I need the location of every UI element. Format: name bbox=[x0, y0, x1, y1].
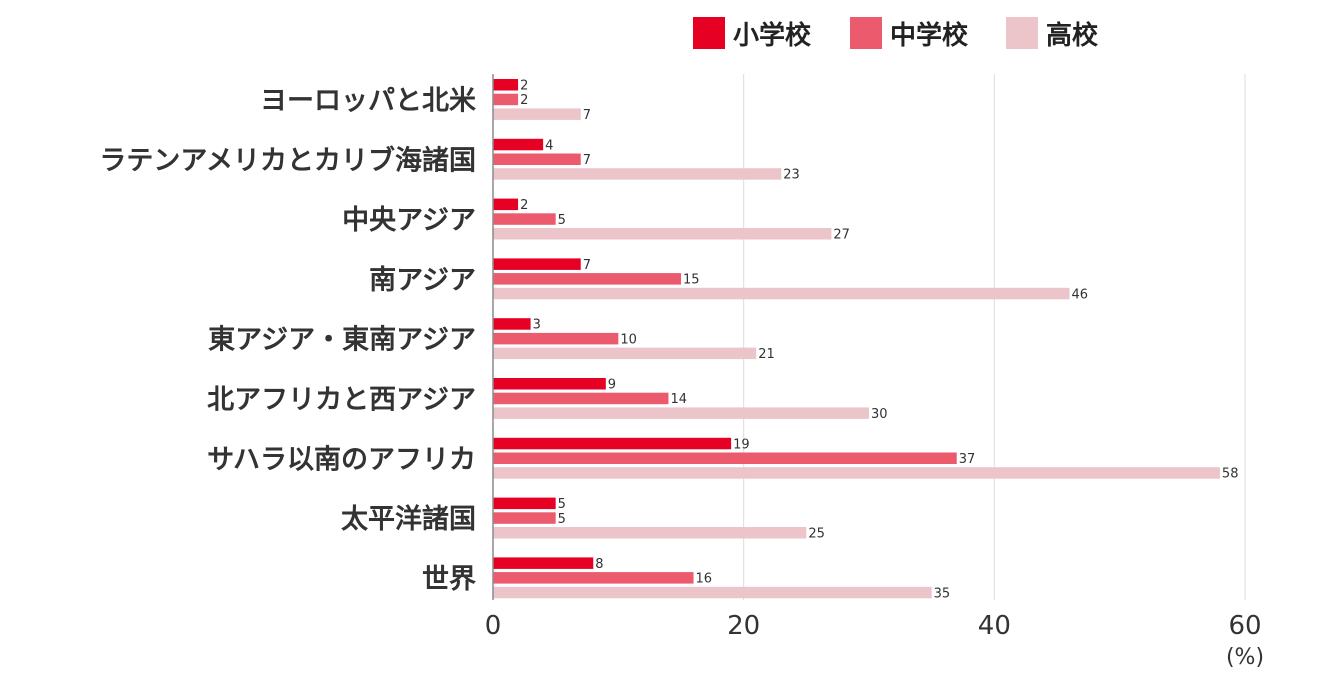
value-label-middle: 14 bbox=[670, 392, 687, 407]
x-tick-label: 0 bbox=[485, 611, 502, 641]
bar-high bbox=[493, 347, 757, 360]
value-label-elementary: 9 bbox=[608, 378, 616, 393]
value-label-elementary: 8 bbox=[595, 557, 603, 572]
value-label-middle: 2 bbox=[520, 93, 528, 108]
x-axis-unit-label: (%) bbox=[1226, 645, 1264, 670]
value-label-elementary: 19 bbox=[733, 437, 750, 452]
bar-elementary bbox=[493, 318, 531, 330]
bar-high bbox=[493, 407, 869, 419]
x-tick-label: 40 bbox=[978, 611, 1011, 641]
legend: 小学校 中学校 高校 bbox=[693, 17, 1099, 51]
legend-item-elementary: 小学校 bbox=[693, 17, 812, 51]
value-label-high: 35 bbox=[934, 586, 951, 601]
bar-middle bbox=[493, 213, 556, 225]
bar-elementary bbox=[493, 437, 732, 450]
value-label-middle: 16 bbox=[696, 572, 713, 587]
bar-elementary bbox=[493, 138, 544, 151]
bar-middle bbox=[493, 273, 681, 285]
bar-high bbox=[493, 108, 581, 120]
bar-high bbox=[493, 586, 932, 599]
legend-swatch-elementary bbox=[693, 17, 725, 49]
category-label: 東アジア・東南アジア bbox=[208, 325, 476, 356]
value-label-high: 25 bbox=[808, 527, 825, 542]
category-label: 南アジア bbox=[369, 265, 476, 296]
value-label-high: 30 bbox=[871, 407, 888, 422]
value-label-elementary: 2 bbox=[520, 79, 528, 94]
bar-middle bbox=[493, 93, 519, 106]
legend-swatch-middle bbox=[850, 17, 882, 49]
value-label-elementary: 4 bbox=[545, 138, 553, 153]
value-label-high: 7 bbox=[583, 108, 591, 123]
value-label-elementary: 3 bbox=[533, 318, 541, 333]
value-label-elementary: 7 bbox=[583, 258, 591, 273]
bar-elementary bbox=[493, 497, 556, 510]
legend-label-high: 高校 bbox=[1046, 20, 1099, 51]
x-tick-label: 60 bbox=[1228, 611, 1261, 641]
value-label-elementary: 2 bbox=[520, 198, 528, 213]
category-label: サハラ以南のアフリカ bbox=[207, 444, 476, 475]
value-label-middle: 15 bbox=[683, 273, 700, 288]
bar-middle bbox=[493, 392, 669, 405]
value-label-elementary: 5 bbox=[558, 497, 566, 512]
value-label-high: 58 bbox=[1222, 467, 1239, 482]
value-label-high: 21 bbox=[758, 347, 775, 362]
category-label: ヨーロッパと北米 bbox=[260, 85, 476, 116]
bar-elementary bbox=[493, 557, 594, 569]
bar-high bbox=[493, 467, 1220, 479]
bar-elementary bbox=[493, 258, 581, 270]
bar-high bbox=[493, 527, 807, 539]
value-label-high: 23 bbox=[783, 168, 800, 183]
value-label-high: 27 bbox=[833, 228, 850, 243]
value-labels: 2427391958275151014375167232746213058253… bbox=[520, 79, 1238, 602]
bar-elementary bbox=[493, 378, 606, 390]
value-label-high: 46 bbox=[1072, 287, 1089, 302]
value-label-middle: 37 bbox=[959, 452, 976, 467]
value-label-middle: 7 bbox=[583, 153, 591, 168]
legend-swatch-high bbox=[1006, 17, 1038, 49]
bar-middle bbox=[493, 153, 581, 165]
legend-item-middle: 中学校 bbox=[850, 17, 969, 51]
bar-high bbox=[493, 287, 1070, 300]
bar-middle bbox=[493, 332, 619, 345]
gridlines bbox=[743, 74, 1246, 600]
bar-middle bbox=[493, 572, 694, 584]
category-label: 太平洋諸国 bbox=[341, 503, 476, 535]
value-label-middle: 5 bbox=[558, 512, 566, 527]
category-label: 世界 bbox=[422, 564, 476, 595]
bar-elementary bbox=[493, 198, 519, 211]
bar-elementary bbox=[493, 79, 519, 91]
bar-middle bbox=[493, 512, 556, 524]
bar-high bbox=[493, 228, 832, 240]
x-axis: (%) 0 20 40 60 bbox=[485, 74, 1264, 670]
bars bbox=[493, 79, 1220, 599]
bar-middle bbox=[493, 452, 957, 464]
bar-high bbox=[493, 168, 782, 180]
legend-item-high: 高校 bbox=[1006, 17, 1099, 51]
category-label: 北アフリカと西アジア bbox=[207, 384, 476, 415]
category-label: ラテンアメリカとカリブ海諸国 bbox=[99, 144, 476, 176]
category-label: 中央アジア bbox=[342, 205, 476, 236]
legend-label-middle: 中学校 bbox=[890, 20, 969, 51]
value-label-middle: 10 bbox=[620, 332, 637, 347]
category-labels: ヨーロッパと北米ラテンアメリカとカリブ海諸国中央アジア南アジア東アジア・東南アジ… bbox=[99, 85, 476, 594]
legend-label-elementary: 小学校 bbox=[733, 20, 812, 51]
x-tick-label: 20 bbox=[727, 611, 760, 641]
value-label-middle: 5 bbox=[558, 213, 566, 228]
